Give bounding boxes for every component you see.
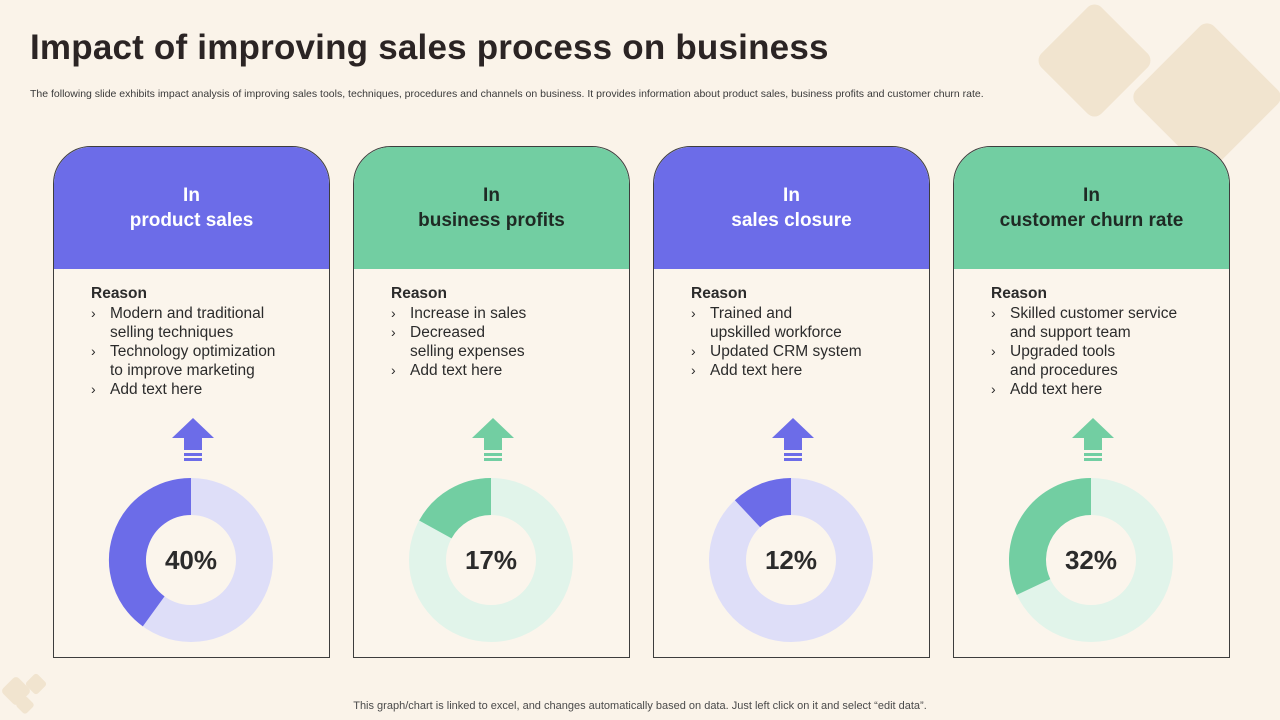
card-product-sales: In product sales Reason › Modern and trad… — [53, 146, 330, 658]
reason-title: Reason — [991, 285, 1047, 302]
chevron-right-icon: › — [991, 381, 996, 397]
up-arrow-icon — [1072, 418, 1114, 461]
card-header: In product sales — [54, 147, 329, 269]
card-header-line1: In — [183, 185, 200, 206]
list-item: › Upgraded tools and procedures — [991, 343, 1118, 379]
list-item: › Updated CRM system — [691, 343, 862, 360]
card-header-line1: In — [1083, 185, 1100, 206]
slide-subtitle: The following slide exhibits impact anal… — [30, 88, 984, 100]
card-sales-closure: In sales closure Reason › Trained and ups… — [653, 146, 930, 658]
donut-value-slice — [734, 478, 792, 528]
list-item: › Add text here — [91, 381, 203, 398]
chevron-right-icon: › — [391, 305, 396, 321]
data-label: 17% — [465, 545, 517, 575]
data-label: 40% — [165, 545, 217, 575]
donut-value-slice — [419, 478, 492, 540]
list-item: › Increase in sales — [391, 305, 527, 322]
card-header-line2: business profits — [418, 210, 565, 231]
chevron-right-icon: › — [391, 362, 396, 378]
chevron-right-icon: › — [91, 305, 96, 321]
donut-chart: 32% — [1009, 478, 1173, 642]
chevron-right-icon: › — [691, 305, 696, 321]
up-arrow-icon — [472, 418, 514, 461]
card-header: In business profits — [354, 147, 629, 269]
card-customer-churn-rate: In customer churn rate Reason › Skilled c… — [953, 146, 1230, 658]
data-label: 12% — [765, 545, 817, 575]
list-item: › Add text here — [691, 362, 803, 379]
up-arrow-icon — [772, 418, 814, 461]
chevron-right-icon: › — [691, 362, 696, 378]
list-item: › Skilled customer service and support te… — [991, 305, 1178, 341]
reason-title: Reason — [691, 285, 747, 302]
donut-chart: 17% — [409, 478, 573, 642]
reason-list: › Modern and traditional selling techniqu… — [91, 304, 275, 399]
donut-chart: 40% — [109, 478, 273, 642]
card-header: In sales closure — [654, 147, 929, 269]
chevron-right-icon: › — [991, 343, 996, 359]
list-item: › Add text here — [991, 381, 1103, 398]
reason-list: › Increase in sales › Decreased selling ex… — [391, 304, 526, 380]
card-business-profits: In business profits Reason › Increase in … — [353, 146, 630, 658]
data-label: 32% — [1065, 545, 1117, 575]
chevron-right-icon: › — [991, 305, 996, 321]
chevron-right-icon: › — [691, 343, 696, 359]
chevron-right-icon: › — [91, 343, 96, 359]
reason-title: Reason — [391, 285, 447, 302]
card-header-line2: customer churn rate — [999, 210, 1184, 231]
card-header-line2: sales closure — [731, 210, 852, 231]
reason-title: Reason — [91, 285, 147, 302]
chevron-right-icon: › — [91, 381, 96, 397]
reason-list: › Skilled customer service and support te… — [991, 304, 1177, 399]
list-item: › Trained and upskilled workforce — [691, 305, 842, 341]
donut-chart: 12% — [709, 478, 873, 642]
card-header-line1: In — [783, 185, 800, 206]
card-header: In customer churn rate — [954, 147, 1229, 269]
list-item: › Modern and traditional selling techniqu… — [91, 305, 265, 341]
donut-value-slice — [109, 478, 192, 627]
card-header-line2: product sales — [129, 210, 254, 231]
list-item: › Decreased selling expenses — [391, 324, 525, 360]
footer-note: This graph/chart is linked to excel, and… — [353, 700, 927, 712]
up-arrow-icon — [172, 418, 214, 461]
reason-list: › Trained and upskilled workforce › Update… — [691, 304, 862, 380]
chevron-right-icon: › — [391, 324, 396, 340]
list-item: › Technology optimization to improve mark… — [91, 343, 276, 379]
slide-title: Impact of improving sales process on bus… — [30, 28, 829, 67]
list-item: › Add text here — [391, 362, 503, 379]
donut-value-slice — [1009, 478, 1092, 595]
card-header-line1: In — [483, 185, 500, 206]
